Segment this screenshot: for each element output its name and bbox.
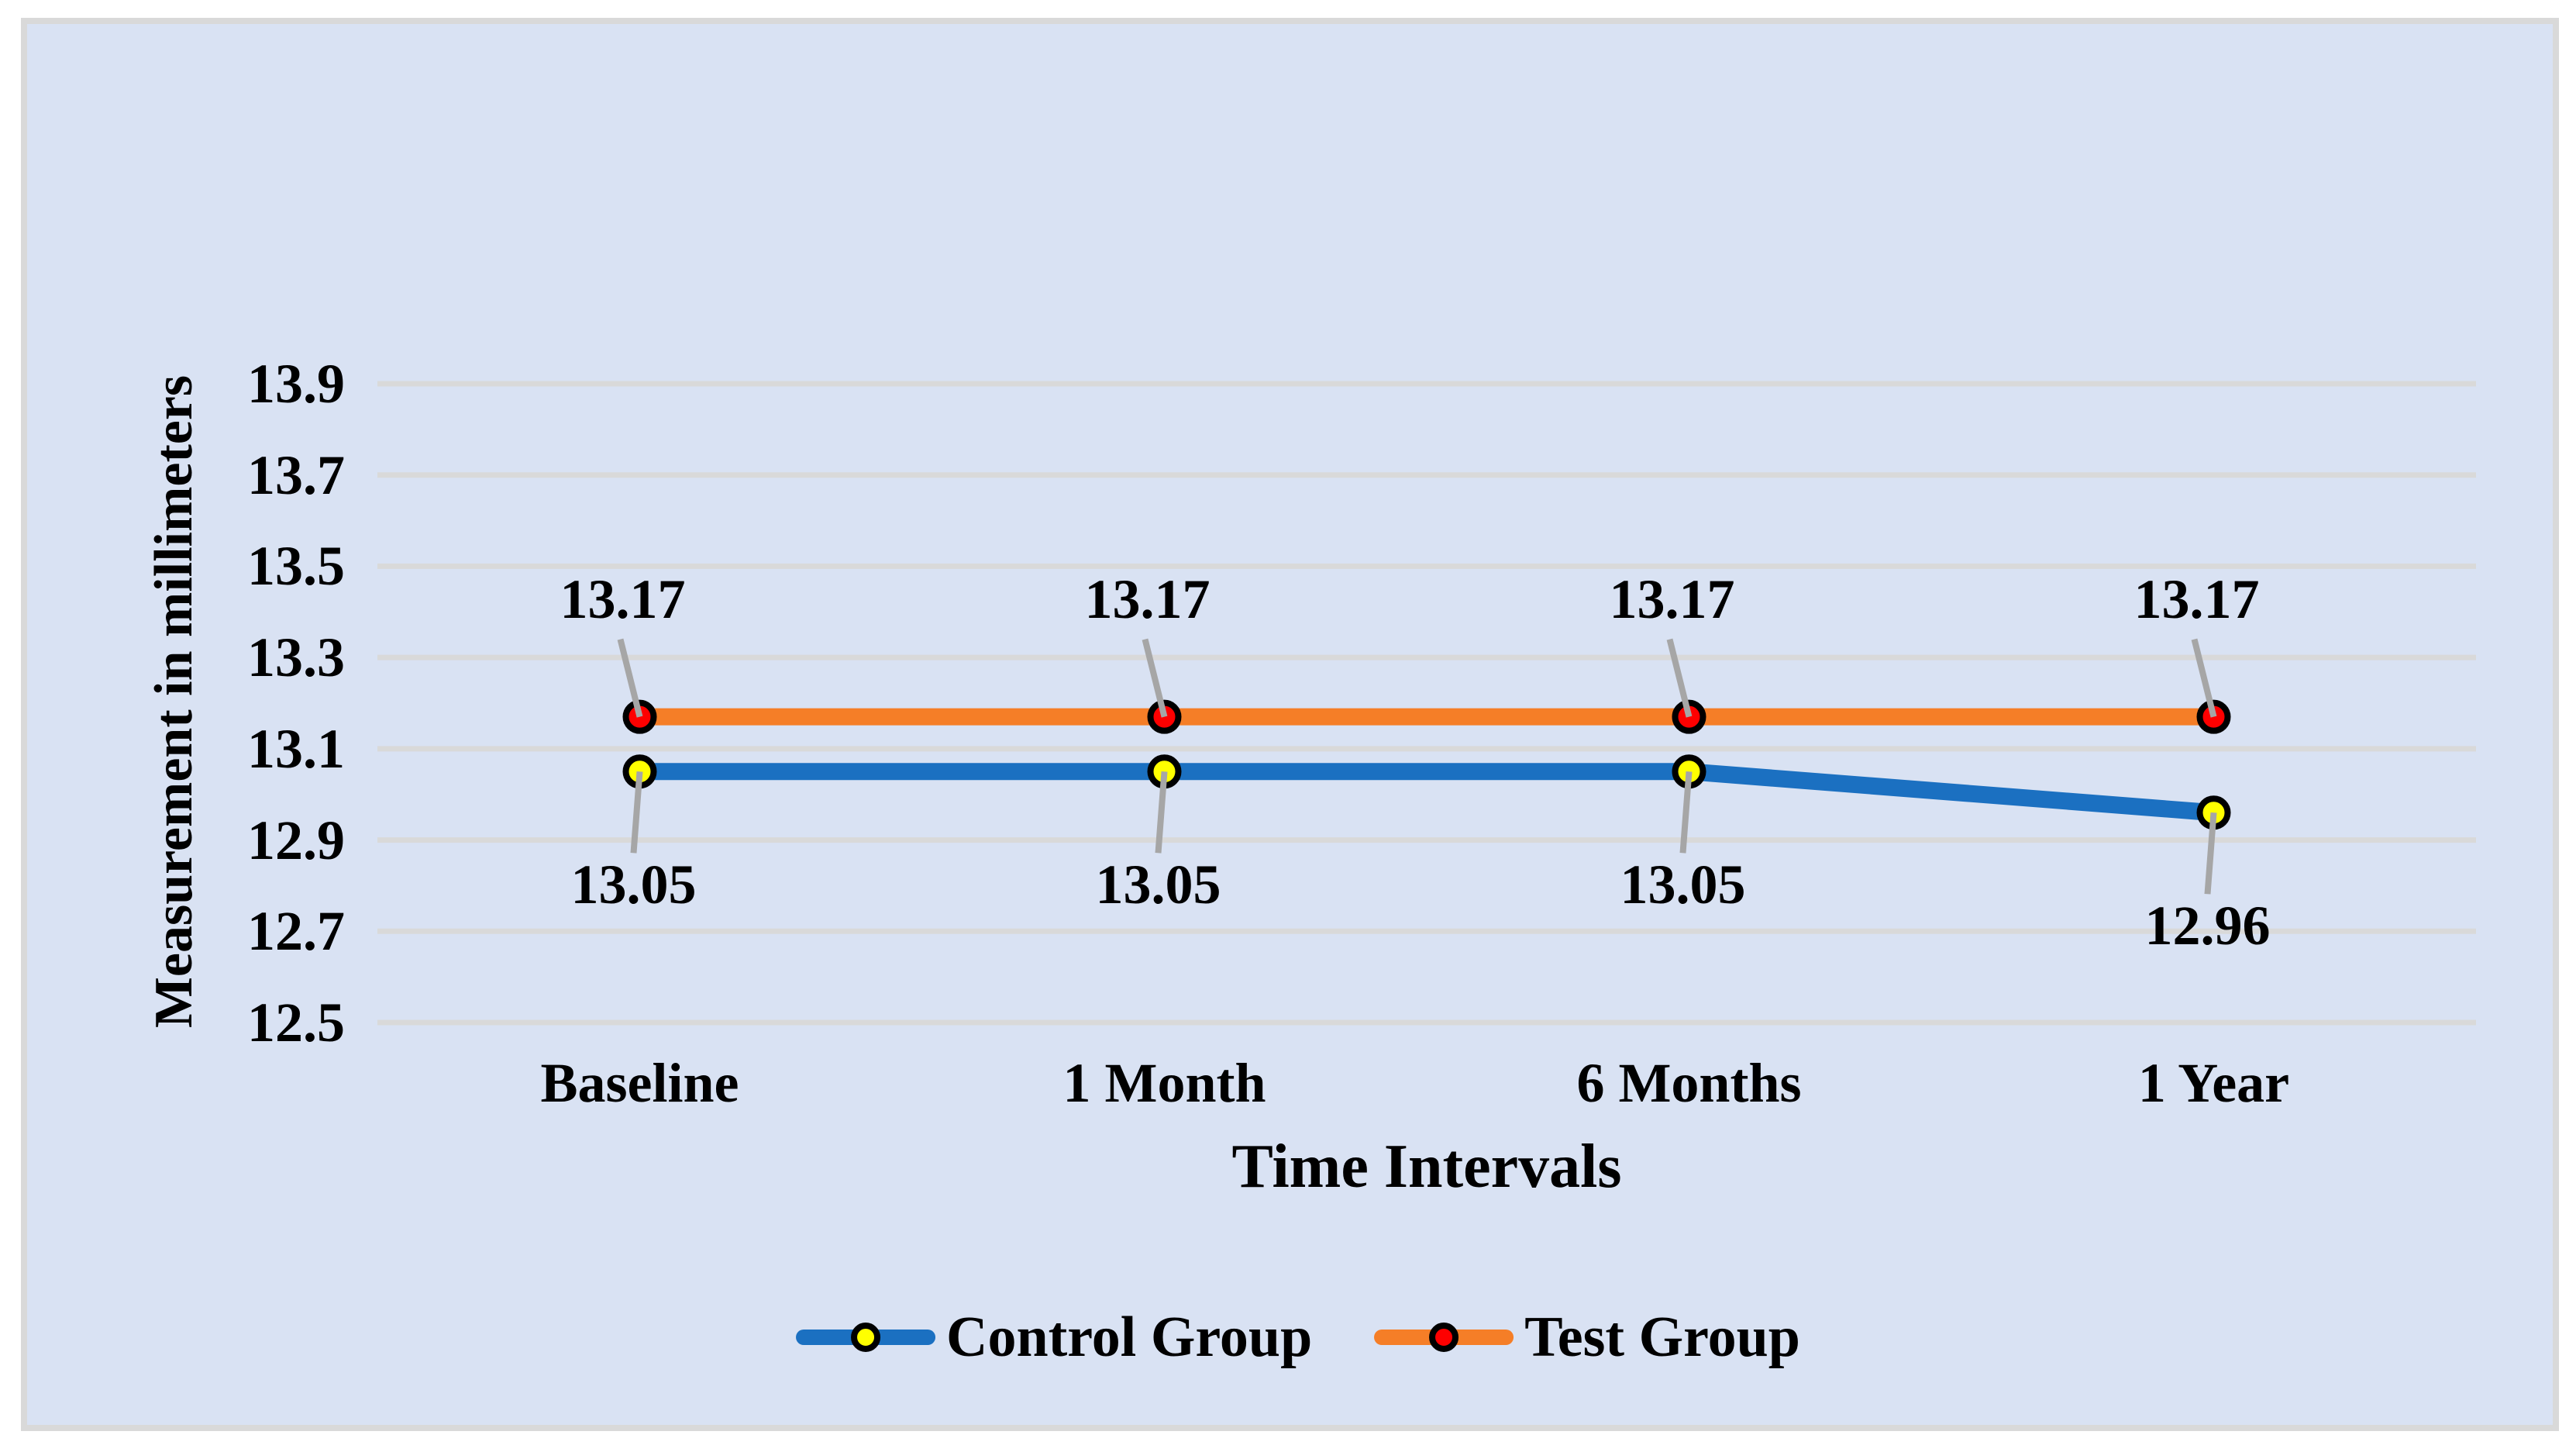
y-tick-label: 13.9	[247, 353, 345, 415]
control-group-data-label: 13.05	[570, 854, 697, 916]
data-label-leader-line	[630, 771, 643, 854]
x-tick-label: Baseline	[540, 1052, 739, 1114]
y-tick-label: 12.7	[247, 900, 345, 963]
data-label-leader-line	[1142, 638, 1168, 718]
legend-label: Test Group	[1524, 1305, 1800, 1369]
test-group-legend-marker	[1429, 1323, 1459, 1352]
test-group-data-label: 13.17	[2133, 567, 2260, 630]
data-label-leader-line	[1155, 771, 1168, 854]
control-group-data-label: 12.96	[2144, 895, 2271, 957]
test-group-data-label: 13.17	[1084, 567, 1211, 630]
test-group-legend-key-icon	[1374, 1323, 1514, 1352]
y-tick-label: 13.5	[247, 535, 345, 598]
data-label-leader-line	[1679, 771, 1693, 854]
legend-item-control-group: Control Group	[796, 1309, 1312, 1366]
legend: Control Group Test Group	[796, 1309, 1800, 1366]
control-group-legend-key-icon	[796, 1323, 936, 1352]
control-group-data-label: 13.05	[1620, 854, 1746, 916]
data-label-leader-line	[2204, 812, 2217, 895]
y-tick-label: 13.3	[247, 626, 345, 689]
x-tick-label: 6 Months	[1576, 1052, 1802, 1114]
legend-item-test-group: Test Group	[1374, 1309, 1800, 1366]
y-tick-label: 12.9	[247, 809, 345, 871]
test-group-data-label: 13.17	[560, 567, 686, 630]
data-label-leader-line	[2191, 638, 2217, 718]
control-group-data-label: 13.05	[1095, 854, 1221, 916]
y-tick-label: 13.1	[247, 717, 345, 780]
y-tick-label: 13.7	[247, 443, 345, 506]
test-group-data-label: 13.17	[1609, 567, 1735, 630]
data-label-leader-line	[617, 638, 643, 718]
legend-label: Control Group	[946, 1305, 1313, 1369]
y-tick-label: 12.5	[247, 992, 345, 1054]
control-group-line	[631, 763, 2223, 822]
data-label-leader-line	[1666, 638, 1693, 718]
control-group-legend-marker	[851, 1323, 881, 1352]
x-axis-title: Time Intervals	[1231, 1133, 1622, 1201]
x-tick-label: 1 Month	[1062, 1052, 1266, 1114]
x-tick-label: 1 Year	[2137, 1052, 2290, 1114]
